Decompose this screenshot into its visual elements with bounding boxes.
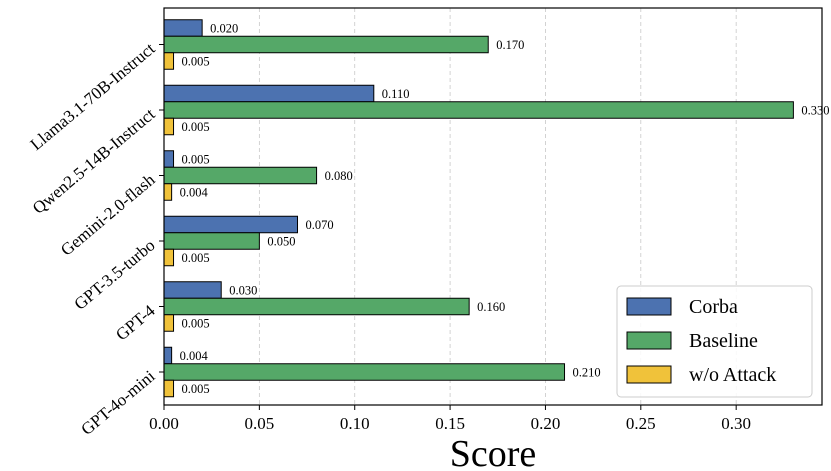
bar [163,117,175,136]
bar-value-label: 0.005 [182,251,210,265]
legend-label: w/o Attack [689,364,776,386]
x-tick-label: 0.25 [626,414,656,433]
bar [163,314,175,332]
bar [163,281,222,299]
bar [163,215,299,234]
bar-value-label: 0.005 [182,382,210,396]
bar-value-label: 0.210 [573,366,601,380]
x-axis-title: Score [450,433,537,471]
bar-value-label: 0.005 [182,55,210,69]
bar [163,84,375,103]
bar-value-label: 0.005 [182,120,210,134]
bar [163,297,470,316]
bar [163,52,175,70]
bar-value-label: 0.004 [180,186,209,200]
y-category-label: Llama3.1-70B-Instruct [27,39,159,154]
x-tick-label: 0.20 [531,414,561,433]
bar-value-label: 0.070 [306,218,334,232]
legend-swatch [626,297,672,316]
legend-label: Corba [689,296,738,318]
bar [163,150,175,168]
bar-value-label: 0.170 [496,38,524,52]
bar [163,19,203,37]
bar-value-label: 0.160 [477,300,505,314]
bar [163,183,173,201]
bar [163,35,489,54]
legend-swatch [626,365,672,384]
x-tick-label: 0.05 [244,414,274,433]
bar [163,166,318,185]
x-tick-label: 0.30 [721,414,751,433]
bar-value-label: 0.005 [182,317,210,331]
bar-value-label: 0.004 [180,349,209,363]
legend-label: Baseline [689,330,758,352]
bar-value-label: 0.050 [267,235,295,249]
axes: 0.00 0.05 0.10 0.15 0.20 0.25 0.30 Llama3.1-70B… [27,7,823,471]
bar [163,232,260,250]
plot-frame [163,7,823,406]
bar [163,379,175,398]
x-tick-label: 0.10 [340,414,370,433]
bar-value-label: 0.080 [325,169,353,183]
y-category-label: GPT-4 [112,301,159,345]
bar-value-label: 0.330 [801,104,829,118]
bars [163,19,794,398]
bar-value-label: 0.005 [182,153,210,167]
bar [163,363,566,381]
bar [163,248,175,267]
x-tick-label: 0.00 [149,414,179,433]
bar-value-label: 0.030 [229,284,257,298]
bar-value-label: 0.110 [382,87,410,101]
x-tick-label: 0.15 [435,414,465,433]
value-labels: 0.020 0.170 0.005 0.110 0.330 0.005 0.005 0.080… [180,22,830,397]
legend: Corba Baseline w/o Attack [616,285,813,398]
bar [163,101,794,119]
bar-value-label: 0.020 [210,22,238,36]
bar [163,346,173,365]
legend-swatch [626,331,672,350]
y-category-label: GPT-4o-mini [77,366,158,439]
grid-lines [163,8,737,405]
